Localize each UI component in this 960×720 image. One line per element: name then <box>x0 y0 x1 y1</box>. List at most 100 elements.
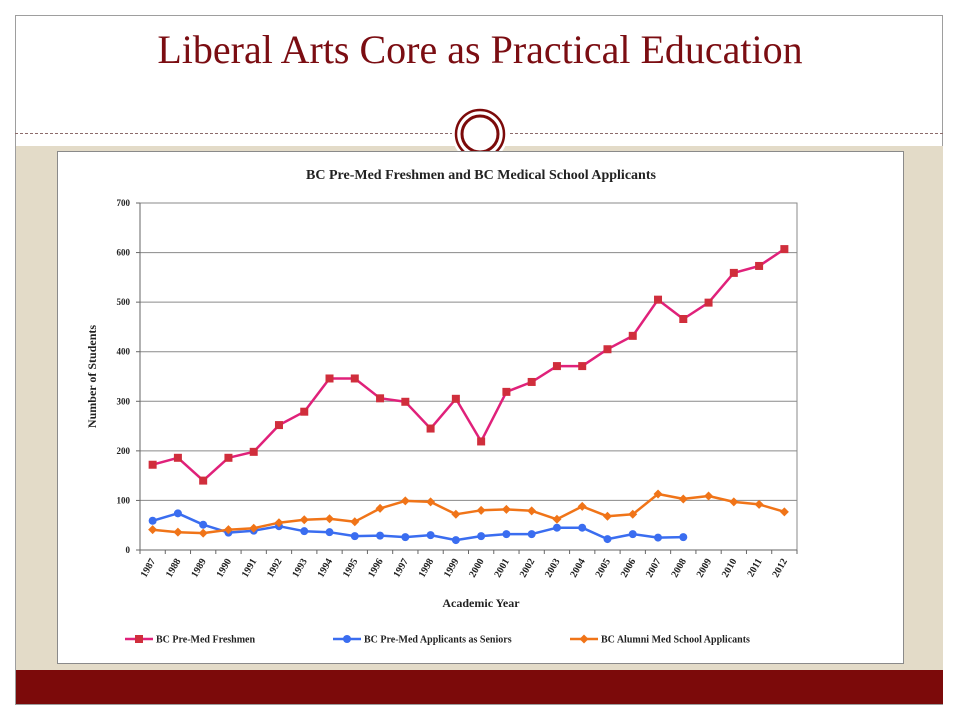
data-point-series-1 <box>350 374 359 383</box>
data-point-series-3 <box>148 525 158 535</box>
x-tick-label: 2009 <box>695 557 715 580</box>
x-tick-label: 1995 <box>341 557 361 580</box>
data-point-series-2 <box>350 532 359 541</box>
data-point-series-3 <box>400 496 410 506</box>
data-point-series-2 <box>552 523 561 532</box>
data-point-series-3 <box>602 511 612 521</box>
y-tick-labels: 0 100 200 300 400 500 600 700 <box>117 198 131 555</box>
x-tick-label: 2000 <box>467 557 487 580</box>
series-lines <box>152 248 786 542</box>
data-point-series-2 <box>679 533 688 542</box>
data-point-series-3 <box>426 497 436 507</box>
data-point-series-1 <box>300 407 309 416</box>
data-point-series-2 <box>401 533 410 542</box>
data-point-series-1 <box>578 362 587 371</box>
x-tick-label: 2012 <box>770 557 790 580</box>
data-point-series-1 <box>628 331 637 340</box>
data-point-series-1 <box>755 261 764 270</box>
chart-title: BC Pre-Med Freshmen and BC Medical Schoo… <box>306 168 656 183</box>
data-point-series-3 <box>274 518 284 528</box>
x-tick-label: 2001 <box>493 557 513 580</box>
y-tick-label: 200 <box>117 446 131 456</box>
legend-marker <box>343 635 351 643</box>
data-point-series-1 <box>552 362 561 371</box>
data-point-series-1 <box>704 298 713 307</box>
data-point-series-1 <box>603 345 612 354</box>
data-point-series-1 <box>729 268 738 277</box>
data-point-series-1 <box>527 377 536 386</box>
data-point-series-2 <box>376 531 385 540</box>
chart-container: BC Pre-Med Freshmen and BC Medical Schoo… <box>57 151 904 664</box>
data-point-series-1 <box>249 447 258 456</box>
data-point-series-1 <box>679 314 688 323</box>
data-point-series-1 <box>274 421 283 430</box>
data-point-series-3 <box>577 501 587 511</box>
data-point-series-3 <box>678 494 688 504</box>
data-point-series-2 <box>603 535 612 544</box>
data-point-series-2 <box>173 509 182 518</box>
data-point-series-1 <box>376 394 385 403</box>
data-point-series-1 <box>173 453 182 462</box>
data-point-series-1 <box>451 394 460 403</box>
x-tick-label: 1987 <box>139 557 159 580</box>
data-point-series-2 <box>148 516 157 525</box>
data-point-series-3 <box>198 528 208 538</box>
grid-lines <box>140 202 797 501</box>
x-tick-label: 2006 <box>619 557 639 580</box>
x-tick-label: 2004 <box>568 557 588 580</box>
y-tick-label: 300 <box>117 396 131 406</box>
x-tick-label: 1994 <box>316 557 336 580</box>
legend-label: BC Alumni Med School Applicants <box>601 635 750 646</box>
slide-title: Liberal Arts Core as Practical Education <box>157 27 803 72</box>
data-point-series-1 <box>148 460 157 469</box>
data-point-series-2 <box>325 528 334 537</box>
data-point-series-3 <box>779 507 789 517</box>
series-line-1 <box>152 248 786 482</box>
data-point-series-1 <box>654 295 663 304</box>
legend-marker <box>135 635 143 643</box>
data-point-series-3 <box>451 509 461 519</box>
x-tick-label: 2008 <box>669 557 689 580</box>
y-tick-label: 100 <box>117 495 131 505</box>
data-point-series-1 <box>199 476 208 485</box>
axes <box>136 202 798 554</box>
y-tick-label: 700 <box>117 198 131 208</box>
x-tick-label: 1996 <box>366 557 386 580</box>
y-axis-label: Number of Students <box>85 325 99 428</box>
x-tick-label: 2002 <box>518 557 538 580</box>
data-point-series-3 <box>173 527 183 537</box>
data-point-series-3 <box>476 505 486 515</box>
y-tick-label: 500 <box>117 297 131 307</box>
legend-label: BC Pre-Med Applicants as Seniors <box>364 635 512 646</box>
data-point-series-3 <box>375 503 385 513</box>
data-point-series-2 <box>502 530 511 539</box>
data-point-series-3 <box>552 514 562 524</box>
data-point-series-3 <box>527 506 537 516</box>
x-tick-label: 2010 <box>720 557 740 580</box>
data-point-series-3 <box>325 514 335 524</box>
data-point-series-2 <box>578 523 587 532</box>
data-point-series-3 <box>653 489 663 499</box>
data-point-series-2 <box>477 532 486 541</box>
data-point-series-3 <box>704 491 714 501</box>
data-point-series-2 <box>527 530 536 539</box>
data-point-series-1 <box>502 387 511 396</box>
legend-label: BC Pre-Med Freshmen <box>156 635 255 646</box>
y-tick-label: 400 <box>117 347 131 357</box>
data-point-series-1 <box>780 245 789 254</box>
data-point-series-1 <box>477 437 486 446</box>
data-point-series-2 <box>451 536 460 545</box>
data-point-series-1 <box>224 453 233 462</box>
x-tick-label: 1990 <box>215 557 235 580</box>
series-line-2 <box>152 512 684 542</box>
y-tick-label: 0 <box>126 545 131 555</box>
x-tick-label: 2005 <box>594 557 614 580</box>
data-point-series-3 <box>350 517 360 527</box>
chart-legend: BC Pre-Med Freshmen BC Pre-Med Applicants… <box>125 634 750 646</box>
data-point-series-2 <box>426 531 435 540</box>
legend-marker <box>579 634 589 644</box>
x-tick-label: 2011 <box>745 557 764 579</box>
data-point-series-3 <box>754 499 764 509</box>
data-point-series-1 <box>426 424 435 433</box>
data-point-series-3 <box>628 509 638 519</box>
